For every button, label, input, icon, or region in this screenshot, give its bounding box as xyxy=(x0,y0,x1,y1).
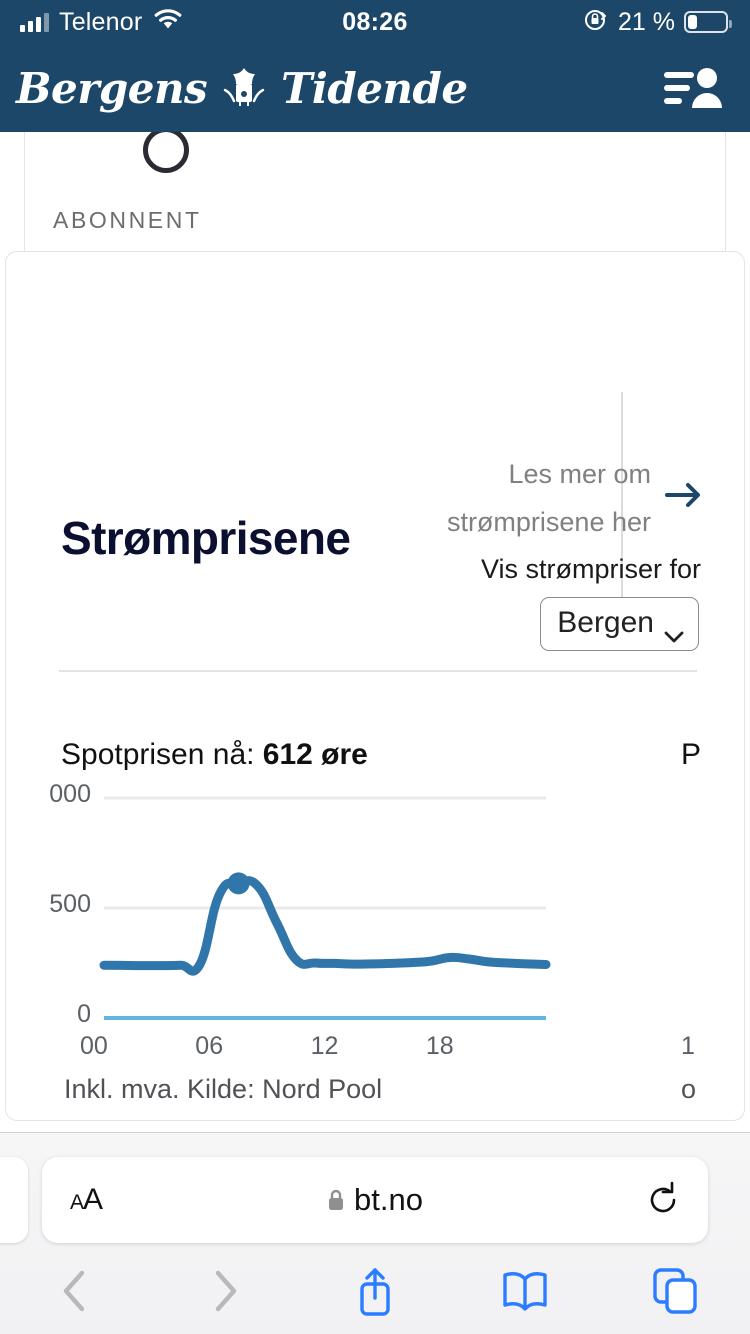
clock: 08:26 xyxy=(342,7,408,36)
adjacent-tab-peek[interactable] xyxy=(0,1157,28,1243)
text-size-label: A xyxy=(83,1183,103,1216)
chart-source-label: Inkl. mva. Kilde: Nord Pool xyxy=(64,1074,383,1104)
url-display: bt.no xyxy=(42,1182,708,1218)
tabs-icon xyxy=(651,1266,699,1321)
book-icon xyxy=(500,1269,550,1318)
bookmarks-button[interactable] xyxy=(450,1269,600,1318)
logo-text-left: Bergens xyxy=(16,63,208,113)
region-select[interactable]: Bergen xyxy=(540,597,699,651)
safari-tab-strip: AA bt.no xyxy=(0,1157,750,1243)
region-field-label: Vis strømpriser for xyxy=(480,554,701,584)
crest-icon xyxy=(217,64,271,112)
page-title: Strømprisene xyxy=(61,512,351,564)
region-select-wrapper[interactable]: Bergen xyxy=(540,597,699,651)
y-tick-1000: 000 xyxy=(49,780,91,808)
y-tick-0: 0 xyxy=(77,1000,91,1028)
x-tick-0: 00 xyxy=(80,1032,108,1060)
url-text: bt.no xyxy=(354,1182,423,1217)
power-price-widget-card: Strømprisene Les mer om strømprisene her… xyxy=(5,251,745,1121)
carrier-label: Telenor xyxy=(59,7,143,36)
price-chart: 000 500 0 00 06 12 18 Inkl. mva. Kilde: … xyxy=(6,780,626,1104)
next-panel-xtick-clip: 1 xyxy=(681,1032,695,1060)
status-left: Telenor xyxy=(20,8,184,37)
x-tick-6: 06 xyxy=(195,1032,224,1060)
battery-percent-label: 21 % xyxy=(618,7,675,36)
safari-browser-chrome: AA bt.no xyxy=(0,1132,750,1334)
safari-url-bar[interactable]: AA bt.no xyxy=(42,1157,708,1243)
wifi-icon xyxy=(152,8,184,37)
spot-price-label: Spotprisen nå: xyxy=(61,738,263,771)
x-tick-18: 18 xyxy=(425,1032,454,1060)
cellular-bars-icon xyxy=(20,12,49,32)
site-logo[interactable]: Bergens Tidende xyxy=(16,64,468,113)
site-header: Bergens Tidende xyxy=(0,44,750,132)
widget-header: Strømprisene Les mer om strømprisene her… xyxy=(6,252,744,651)
arrow-right-icon[interactable] xyxy=(664,480,704,510)
chart-gridlines xyxy=(104,796,546,910)
page-content: ABONNENT Strømprisene Les mer om strømpr… xyxy=(0,132,750,1132)
y-tick-500: 500 xyxy=(49,890,91,918)
text-size-button[interactable]: AA xyxy=(70,1183,103,1216)
share-button[interactable] xyxy=(300,1264,450,1323)
next-panel-title-clip: P xyxy=(681,738,702,771)
read-more-link[interactable]: Les mer om strømprisene her xyxy=(446,459,651,537)
header-divider xyxy=(59,670,697,672)
chevron-right-icon xyxy=(209,1267,241,1320)
chart-plot-area xyxy=(99,796,551,1020)
rotation-lock-icon xyxy=(583,7,609,38)
status-right: 21 % xyxy=(583,7,732,38)
chevron-left-icon xyxy=(59,1267,91,1320)
logo-text-right: Tidende xyxy=(281,63,468,113)
forward-button[interactable] xyxy=(150,1267,300,1320)
ios-status-bar: Telenor 08:26 21 % xyxy=(0,0,750,44)
share-icon xyxy=(353,1264,397,1323)
back-button[interactable] xyxy=(0,1267,150,1320)
panel-separator xyxy=(621,392,623,622)
menu-person-icon[interactable] xyxy=(664,66,724,110)
spot-price-value: 612 øre xyxy=(262,738,368,771)
lock-icon xyxy=(327,1188,345,1212)
x-tick-12: 12 xyxy=(310,1032,339,1060)
next-panel-source-clip: o xyxy=(681,1074,697,1104)
chart-series-line xyxy=(99,876,551,976)
region-select-value: Bergen xyxy=(557,606,654,639)
chart-now-marker xyxy=(227,872,250,895)
clipped-circle-glyph-icon xyxy=(143,132,189,173)
abonnent-label: ABONNENT xyxy=(53,207,202,233)
spot-price-line: Spotprisen nå: 612 øre xyxy=(61,738,368,772)
tabs-button[interactable] xyxy=(600,1266,750,1321)
chevron-down-icon xyxy=(664,617,684,643)
safari-toolbar xyxy=(0,1251,750,1334)
battery-icon xyxy=(684,11,732,33)
reload-icon[interactable] xyxy=(646,1181,680,1219)
